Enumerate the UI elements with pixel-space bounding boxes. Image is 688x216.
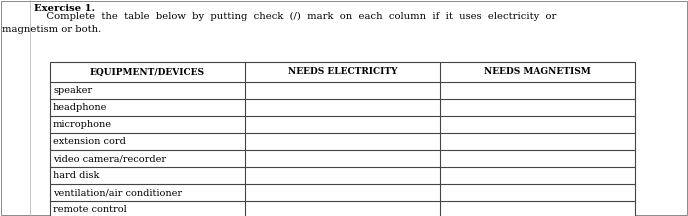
Text: headphone: headphone bbox=[53, 103, 107, 112]
Text: ventilation/air conditioner: ventilation/air conditioner bbox=[53, 188, 182, 197]
Text: Complete  the  table  below  by  putting  check  (/)  mark  on  each  column  if: Complete the table below by putting chec… bbox=[34, 12, 557, 21]
Text: EQUIPMENT/DEVICES: EQUIPMENT/DEVICES bbox=[90, 67, 205, 76]
Text: microphone: microphone bbox=[53, 120, 112, 129]
Text: extension cord: extension cord bbox=[53, 137, 126, 146]
Text: NEEDS MAGNETISM: NEEDS MAGNETISM bbox=[484, 67, 591, 76]
Text: Exercise 1.: Exercise 1. bbox=[34, 4, 95, 13]
Text: remote control: remote control bbox=[53, 205, 127, 214]
Text: magnetism or both.: magnetism or both. bbox=[2, 25, 101, 34]
Text: NEEDS ELECTRICITY: NEEDS ELECTRICITY bbox=[288, 67, 397, 76]
Text: hard disk: hard disk bbox=[53, 171, 99, 180]
Bar bbox=[50, 62, 635, 216]
Text: video camera/recorder: video camera/recorder bbox=[53, 154, 166, 163]
Text: speaker: speaker bbox=[53, 86, 92, 95]
